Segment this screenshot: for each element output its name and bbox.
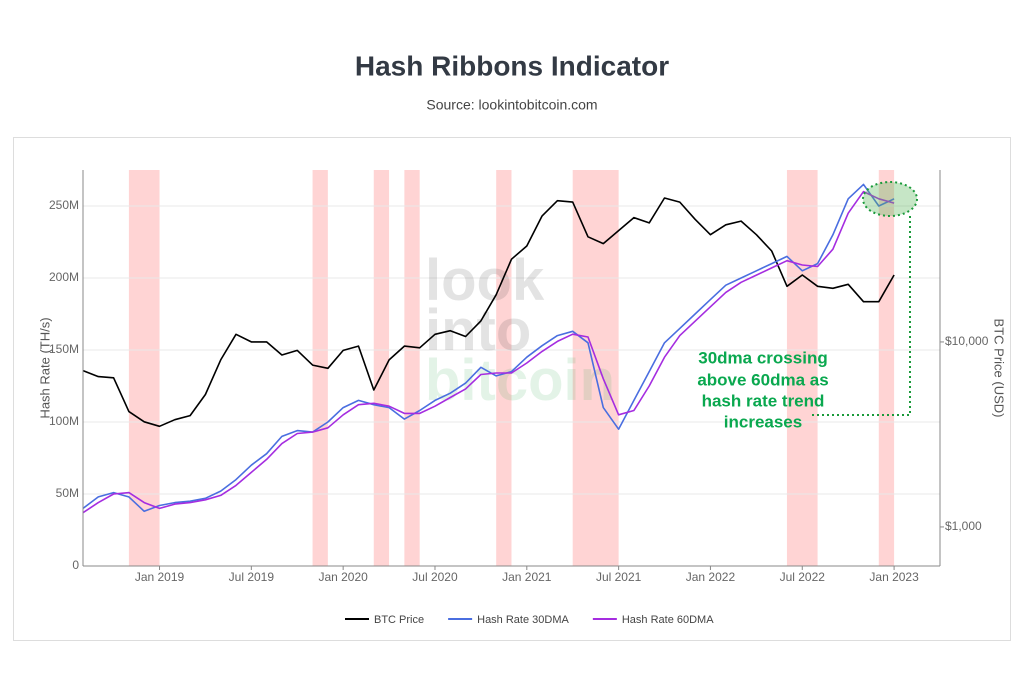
y-tick-label: 150M	[49, 342, 79, 356]
legend-label: Hash Rate 30DMA	[477, 614, 569, 626]
x-tick-label: Jan 2022	[686, 570, 736, 584]
x-tick-label: Jul 2022	[780, 570, 826, 584]
y-tick-label: 200M	[49, 270, 79, 284]
capitulation-band	[312, 170, 328, 566]
capitulation-band	[786, 170, 818, 566]
x-tick-label: Jan 2020	[318, 570, 368, 584]
watermark-text: look	[425, 248, 545, 313]
bands	[128, 170, 895, 566]
watermark-text: into	[425, 298, 531, 363]
watermark-text: bitcoin	[425, 348, 615, 413]
annotation-line: hash rate trend	[702, 391, 825, 410]
annotation-line: increases	[724, 412, 802, 431]
x-tick-label: Jan 2019	[135, 570, 185, 584]
y-tick-label: 250M	[49, 198, 79, 212]
watermark: look into bitcoin	[425, 248, 615, 413]
chart-title: Hash Ribbons Indicator	[355, 50, 669, 81]
legend-label: Hash Rate 60DMA	[622, 614, 714, 626]
annotation: 30dma crossing above 60dma as hash rate …	[697, 348, 828, 431]
x-tick-label: Jul 2021	[596, 570, 642, 584]
y-axis-title: Hash Rate (TH/s)	[37, 317, 52, 418]
capitulation-band	[572, 170, 619, 566]
x-tick-label: Jul 2019	[229, 570, 275, 584]
series-line	[82, 183, 895, 513]
capitulation-band	[404, 170, 420, 566]
y-tick-label: 100M	[49, 414, 79, 428]
capitulation-band	[878, 170, 895, 566]
x-tick-label: Jan 2023	[869, 570, 919, 584]
capitulation-band	[128, 170, 160, 566]
chart-subtitle: Source: lookintobitcoin.com	[426, 97, 597, 113]
x-tick-label: Jul 2020	[412, 570, 458, 584]
y2-tick-label: $10,000	[945, 334, 989, 348]
annotation-connector	[810, 216, 911, 416]
y-tick-label: 0	[72, 558, 79, 572]
y2-axis-title: BTC Price (USD)	[992, 319, 1007, 418]
series-line	[82, 197, 895, 428]
lines	[82, 183, 895, 514]
y-tick-label: 50M	[56, 486, 79, 500]
highlight-ellipse	[862, 181, 918, 217]
legend: BTC Price Hash Rate 30DMA Hash Rate 60DMA	[345, 614, 714, 626]
capitulation-band	[373, 170, 390, 566]
annotation-line: 30dma crossing	[698, 348, 827, 367]
y2-tick-label: $1,000	[945, 519, 982, 533]
series-line	[82, 190, 895, 514]
x-tick-label: Jan 2021	[502, 570, 552, 584]
annotation-line: above 60dma as	[697, 370, 828, 389]
legend-label: BTC Price	[374, 614, 424, 626]
